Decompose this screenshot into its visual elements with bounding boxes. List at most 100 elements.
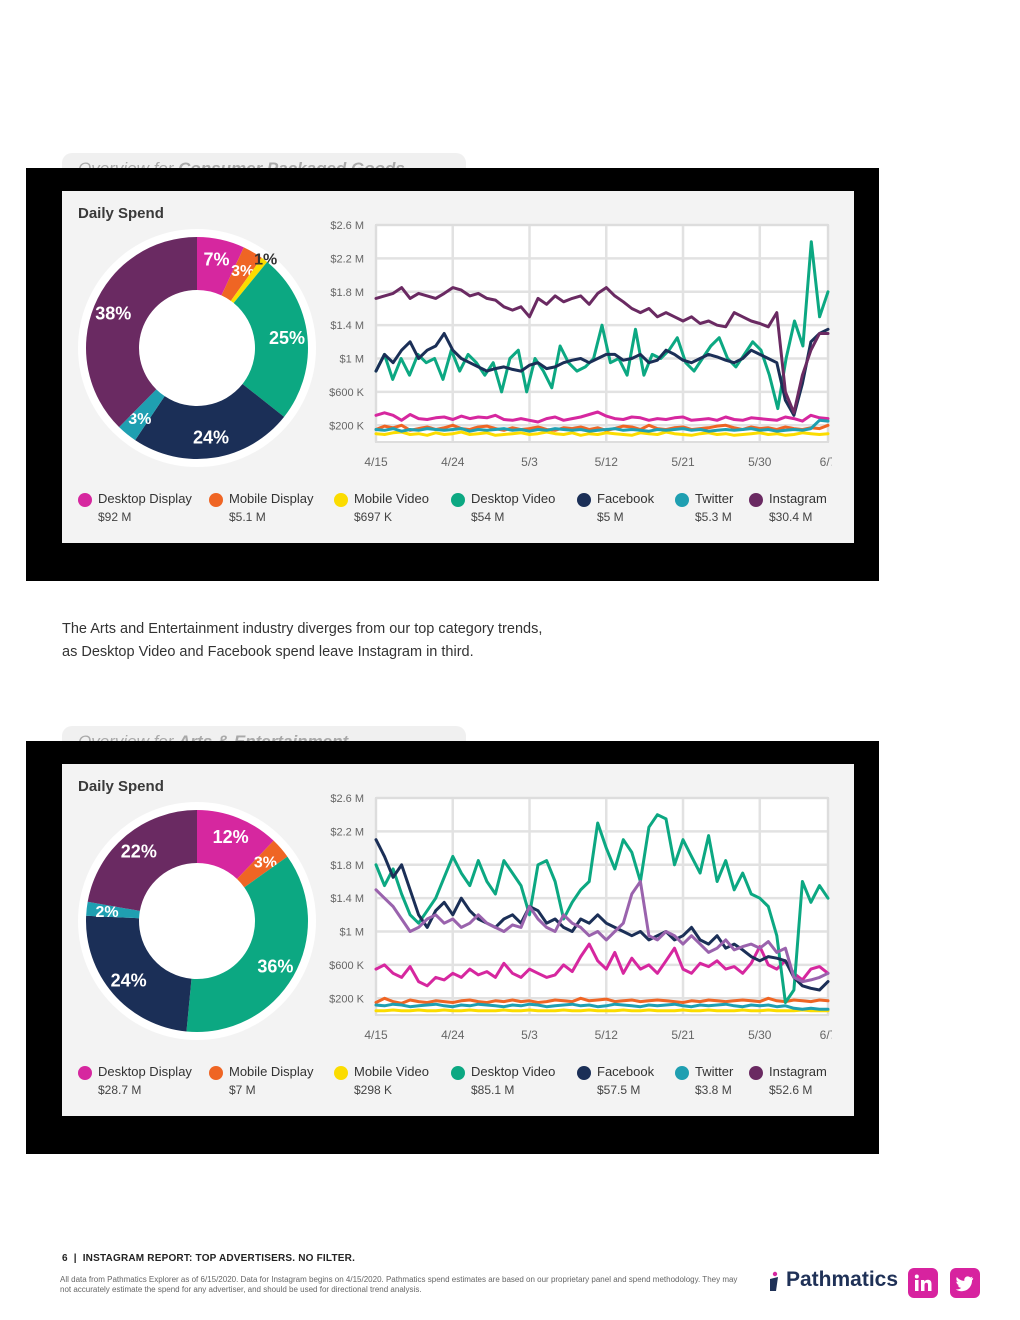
legend-swatch	[577, 1066, 591, 1080]
legend-name: Facebook	[597, 491, 655, 506]
donut-slice-desktop-video	[186, 856, 309, 1032]
x-tick-label: 6/7	[820, 1028, 832, 1042]
series-line-facebook	[374, 327, 830, 417]
donut-slice-twitter	[86, 901, 140, 919]
donut-label-desktop-display: 12%	[213, 827, 249, 847]
series-line-mobile-video	[374, 1008, 830, 1013]
y-tick-label: $1.8 M	[330, 287, 364, 299]
donut-label-facebook: 24%	[193, 427, 229, 447]
legend-swatch	[451, 493, 465, 507]
footer-disclaimer: All data from Pathmatics Explorer as of …	[60, 1275, 738, 1294]
legend-value: $57.5 M	[597, 1083, 641, 1097]
line-chart-arts: $2.6 M $2.2 M $1.8 M $1.4 M $1 M $600 K $200 K…	[329, 793, 832, 1042]
donut-label-desktop-display: 7%	[204, 250, 230, 270]
donut-slice-mobile-video	[230, 257, 268, 304]
footer-title: 6 | INSTAGRAM REPORT: TOP ADVERTISERS. N…	[62, 1253, 355, 1264]
plot-area	[376, 225, 828, 442]
legend-name: Instagram	[769, 1064, 827, 1079]
donut-label-mobile-display: 3%	[254, 855, 277, 872]
series-line-twitter	[374, 1002, 830, 1011]
legend-name: Twitter	[695, 1064, 734, 1079]
x-tick-label: 4/24	[441, 1028, 465, 1042]
donut-slice-instagram	[86, 237, 197, 428]
series-line-desktop-video	[374, 813, 830, 1004]
series-line-instagram	[374, 286, 830, 415]
donut-label-instagram: 38%	[95, 304, 131, 324]
x-tick-label: 5/30	[748, 1028, 772, 1042]
legend-value: $52.6 M	[769, 1083, 813, 1097]
legend-swatch	[209, 1066, 223, 1080]
y-tick-label: $1.8 M	[330, 860, 364, 872]
legend-swatch	[78, 1066, 92, 1080]
x-tick-label: 4/24	[441, 455, 465, 469]
y-tick-label: $1.4 M	[330, 893, 364, 905]
legend-value: $30.4 M	[769, 510, 813, 524]
y-tick-label: $200 K	[329, 993, 365, 1005]
legend-value: $697 K	[354, 510, 393, 524]
x-tick-label: 4/15	[364, 1028, 388, 1042]
legend-value: $5 M	[597, 510, 624, 524]
series-line-facebook	[374, 838, 830, 992]
donut-label-desktop-video: 25%	[269, 328, 305, 348]
linkedin-glyph	[914, 1274, 932, 1291]
donut-hole	[141, 865, 253, 977]
legend-name: Mobile Display	[229, 491, 314, 506]
pathmatics-logo-text: Pathmatics	[786, 1268, 899, 1291]
panel-title: Daily Spend	[78, 205, 164, 222]
legend-name: Facebook	[597, 1064, 655, 1079]
donut-slice-facebook	[86, 915, 192, 1032]
donut-label-twitter: 2%	[95, 904, 118, 921]
donut-slice-desktop-video	[233, 261, 308, 417]
donut-chart-arts: 12% 3% 36% 24% 2% 22%	[78, 802, 316, 1040]
footer-separator: |	[73, 1253, 77, 1264]
legend-swatch	[78, 493, 92, 507]
y-tick-label: $600 K	[329, 960, 365, 972]
legend-value: $92 M	[98, 510, 132, 524]
legend-name: Desktop Video	[471, 491, 556, 506]
y-tick-label: $2.2 M	[330, 826, 364, 838]
legend-swatch	[675, 1066, 689, 1080]
donut-hole	[141, 292, 253, 404]
y-tick-label: $600 K	[329, 387, 365, 399]
donut-chart-cpg: 7%3%1%25%24%3%38%	[78, 229, 316, 467]
donut-slice-instagram	[87, 810, 197, 911]
twitter-icon[interactable]	[950, 1268, 980, 1298]
line-chart-cpg: $2.6 M $2.2 M $1.8 M $1.4 M $1 M $600 K $200 K…	[329, 220, 832, 469]
twitter-glyph	[955, 1276, 974, 1292]
donut-slice-desktop-display	[197, 810, 274, 880]
x-tick-label: 6/7	[820, 455, 832, 469]
x-tick-label: 5/3	[521, 455, 538, 469]
y-tick-label: $1 M	[340, 927, 364, 939]
linkedin-icon[interactable]	[908, 1268, 938, 1298]
legend-value: $85.1 M	[471, 1083, 515, 1097]
legend-name: Mobile Video	[354, 491, 429, 506]
series-line-mobile-display	[374, 996, 830, 1005]
legend-name: Instagram	[769, 491, 827, 506]
plot-border	[375, 797, 829, 1016]
legend-value: $5.3 M	[695, 510, 732, 524]
report-title: INSTAGRAM REPORT: TOP ADVERTISERS. NO FI…	[82, 1253, 356, 1264]
donut-slice-mobile-display	[221, 247, 262, 301]
legend-swatch	[577, 493, 591, 507]
y-tick-label: $1 M	[340, 354, 364, 366]
series-line-twitter	[374, 418, 830, 433]
chart-legend-cpg: Desktop Display $92 M Mobile Display $5.1 M…	[78, 491, 848, 531]
x-tick-label: 5/12	[595, 455, 619, 469]
donut-label-facebook: 24%	[111, 970, 147, 990]
donut-slice-facebook	[135, 383, 285, 459]
body-line-2: as Desktop Video and Facebook spend leav…	[62, 644, 474, 660]
y-tick-label: $2.6 M	[330, 220, 364, 232]
legend-value: $7 M	[229, 1083, 256, 1097]
x-tick-label: 5/12	[595, 1028, 619, 1042]
donut-label-mobile-video: 1%	[254, 251, 277, 268]
x-tick-label: 5/3	[521, 1028, 538, 1042]
legend-name: Desktop Display	[98, 491, 192, 506]
legend-swatch	[675, 493, 689, 507]
donut-slice-desktop-display	[197, 237, 244, 296]
legend-value: $5.1 M	[229, 510, 266, 524]
legend-name: Twitter	[695, 491, 734, 506]
chart-panel-cpg: Daily Spend 7% 3% 1% 25% 24% 3% 38% $2.6 M $2.2…	[62, 191, 854, 543]
donut-label-twitter: 3%	[128, 411, 151, 428]
legend-swatch	[209, 493, 223, 507]
series-line-mobile-video	[374, 430, 830, 437]
